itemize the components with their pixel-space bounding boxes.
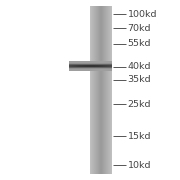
- Text: 70kd: 70kd: [127, 24, 151, 33]
- Text: 100kd: 100kd: [127, 10, 157, 19]
- Text: 10kd: 10kd: [127, 161, 151, 170]
- Text: 40kd: 40kd: [127, 62, 151, 71]
- Text: 15kd: 15kd: [127, 132, 151, 141]
- Text: 25kd: 25kd: [127, 100, 151, 109]
- Text: 55kd: 55kd: [127, 39, 151, 48]
- Text: 35kd: 35kd: [127, 75, 151, 84]
